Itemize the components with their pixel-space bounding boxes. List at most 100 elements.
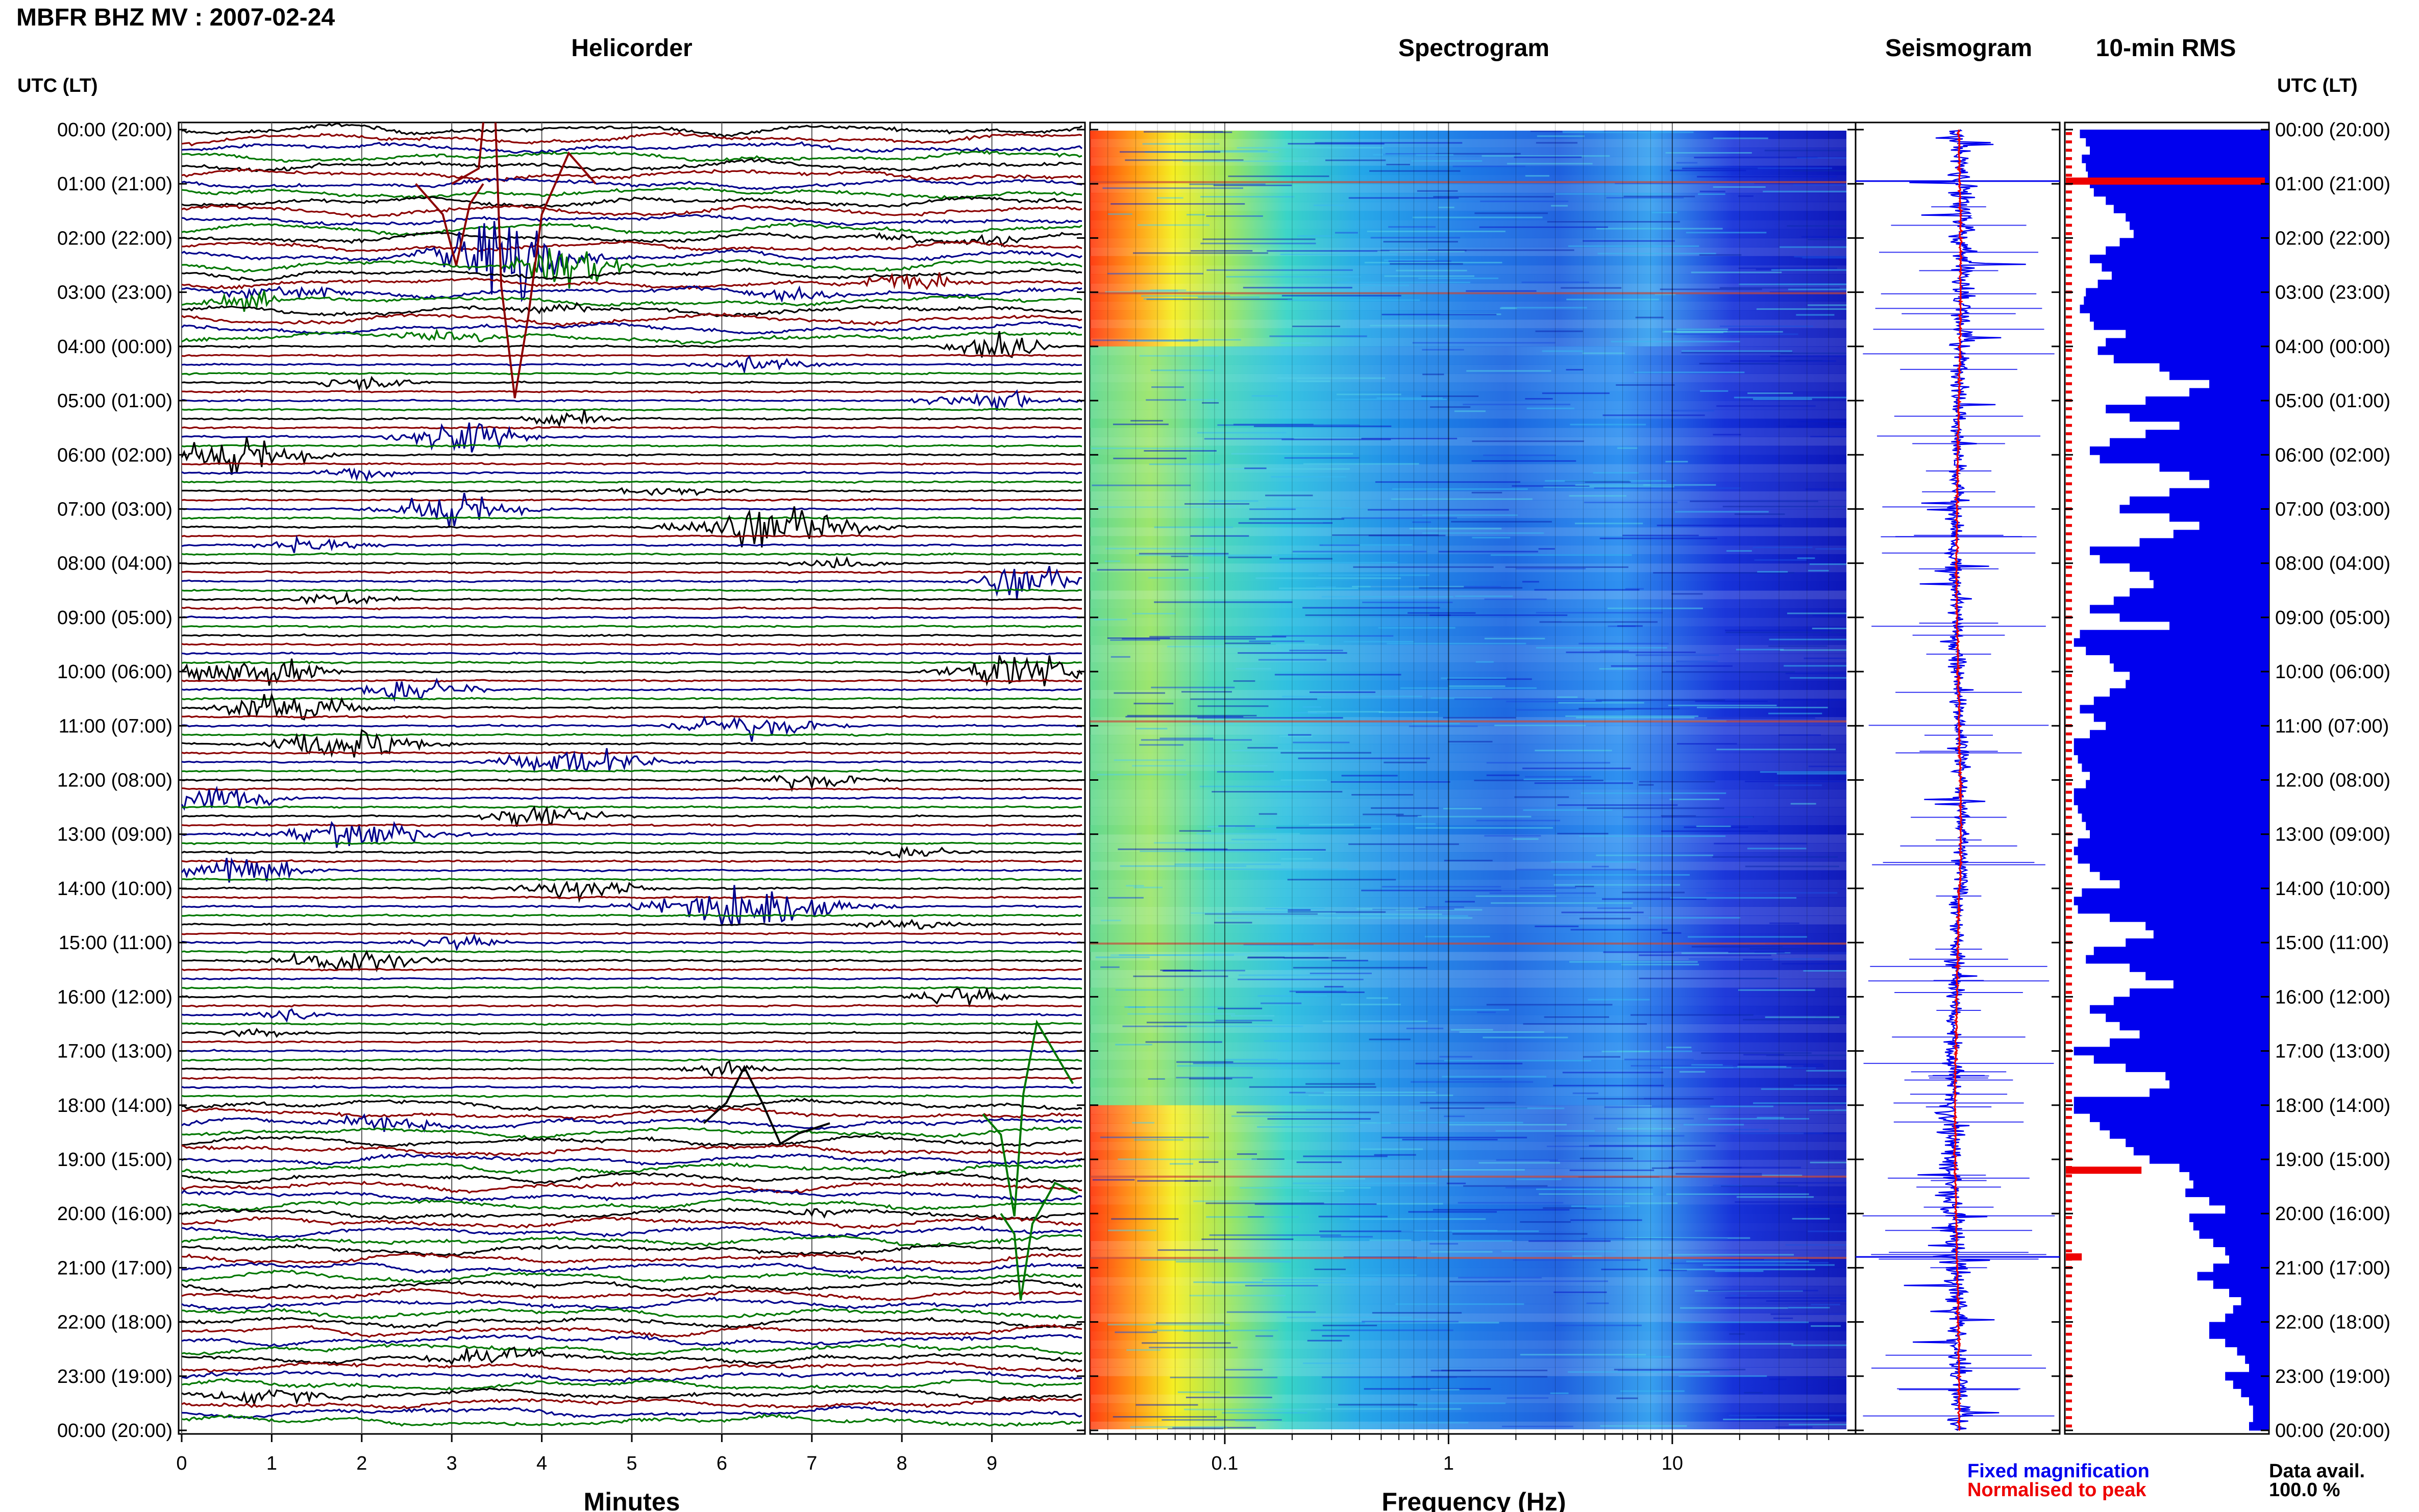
spectrogram-texture: [1574, 523, 1643, 525]
spectrogram-texture: [1132, 1122, 1154, 1124]
spectrogram-texture: [1595, 699, 1725, 701]
spectrogram-texture: [1215, 1020, 1273, 1022]
spectrogram-texture: [1507, 163, 1593, 165]
spectrogram-texture: [1558, 702, 1644, 704]
rms-bar: [2078, 838, 2269, 847]
spectrogram-texture: [1505, 1186, 1653, 1188]
spectrogram-texture: [1583, 240, 1675, 242]
spectrogram-texture: [1805, 488, 1846, 490]
rms-bar: [2130, 588, 2269, 597]
spectrogram-texture: [1538, 548, 1555, 550]
spectrogram-texture: [1537, 135, 1585, 137]
spectrogram-texture: [1670, 1262, 1786, 1265]
rms-bar: [2145, 396, 2269, 405]
helicorder-trace: [181, 615, 1082, 619]
spectrogram-texture: [1430, 1251, 1493, 1253]
spectrogram-event-streak: [1090, 292, 1846, 294]
spectrogram-texture: [1757, 571, 1788, 573]
spectrogram-texture: [1322, 1335, 1350, 1337]
rms-peak-mark: [2066, 374, 2072, 377]
spectrogram-row: [1090, 699, 1846, 708]
spectrogram-texture: [1217, 424, 1360, 426]
rms-peak-mark: [2066, 390, 2072, 394]
minute-tick-label: 1: [266, 1453, 277, 1474]
spectrogram-row: [1090, 987, 1846, 997]
spectrogram-row: [1090, 888, 1846, 898]
helicorder-trace: [181, 467, 1082, 482]
rms-bar: [2133, 230, 2269, 238]
spectrogram-texture: [1120, 151, 1221, 153]
spectrogram-texture: [1302, 607, 1440, 609]
rms-bar: [2133, 1147, 2269, 1156]
spectrogram-texture: [1335, 399, 1447, 401]
rms-bar: [2159, 463, 2269, 472]
helicorder-trace: [181, 678, 1082, 683]
spectrogram-texture: [1308, 1095, 1453, 1096]
rms-bar: [2189, 471, 2269, 480]
helicorder-trace: [181, 949, 1082, 954]
spectrogram-texture: [1122, 638, 1256, 640]
spectrogram-texture: [1337, 917, 1473, 919]
rms-bar: [2093, 1055, 2269, 1064]
spectrogram-texture: [1463, 1185, 1548, 1187]
rms-bar: [2245, 1355, 2269, 1364]
rms-bar: [2086, 163, 2269, 172]
spectrogram-row: [1090, 680, 1846, 690]
spectrogram-texture: [1575, 484, 1651, 486]
spectrogram-texture: [1303, 463, 1419, 465]
spectrogram-texture: [1444, 1060, 1591, 1061]
frequency-tick-label: 0.1: [1212, 1453, 1239, 1474]
spectrogram-texture: [1204, 869, 1348, 870]
spectrogram-row: [1090, 1141, 1846, 1151]
spectrogram-texture: [1395, 1303, 1524, 1305]
spectrogram-texture: [1237, 1153, 1257, 1155]
spectrogram-row: [1090, 1060, 1846, 1070]
spectrogram-texture: [1675, 511, 1769, 513]
rms-peak-mark: [2066, 440, 2072, 444]
spectrogram-texture: [1255, 1335, 1273, 1337]
rms-peak-mark: [2066, 1174, 2072, 1178]
spectrogram-row: [1090, 960, 1846, 970]
rms-bar: [2145, 922, 2269, 931]
spectrogram-texture: [1810, 1161, 1846, 1163]
spectrogram-texture: [1115, 1331, 1157, 1333]
spectrogram-texture: [1665, 461, 1688, 463]
rms-bar: [2225, 1247, 2269, 1256]
rms-peak-mark: [2066, 1299, 2072, 1303]
spectrogram-texture: [1569, 1169, 1655, 1171]
spectrogram-texture: [1815, 548, 1846, 550]
rms-peak-mark: [2066, 490, 2072, 494]
rms-peak-mark: [2066, 1024, 2072, 1027]
spectrogram-texture: [1371, 807, 1439, 809]
rms-peak-mark: [2066, 332, 2072, 335]
rms-bar: [2082, 813, 2269, 822]
spectrogram-texture: [1115, 989, 1184, 991]
spectrogram-texture: [1330, 781, 1450, 783]
spectrogram-texture: [1770, 1313, 1846, 1315]
rms-bar: [2110, 688, 2269, 697]
spectrogram-texture: [1257, 1126, 1356, 1128]
spectrogram-title: Spectrogram: [1398, 35, 1549, 62]
spectrogram-texture: [1699, 254, 1742, 256]
rms-bar: [2074, 847, 2269, 855]
hour-label-right: 01:00 (21:00): [2275, 173, 2390, 195]
helicorder-trace: [181, 1307, 1082, 1320]
spectrogram-texture: [1246, 828, 1382, 830]
rms-peak-mark: [2066, 515, 2072, 519]
spectrogram-texture: [1118, 848, 1228, 850]
spectrogram-texture: [1542, 392, 1610, 394]
spectrogram-texture: [1366, 997, 1388, 999]
spectrogram-row: [1090, 138, 1846, 148]
spectrogram-texture: [1133, 886, 1163, 888]
spectrogram-texture: [1734, 513, 1785, 515]
spectrogram-texture: [1420, 1102, 1516, 1104]
spectrogram-texture: [1780, 649, 1846, 651]
rms-bar: [2145, 430, 2269, 438]
rms-bar: [2078, 855, 2269, 864]
spectrogram-texture: [1411, 160, 1483, 162]
spectrogram-texture: [1092, 1179, 1135, 1181]
spectrogram-texture: [1568, 1371, 1710, 1373]
spectrogram-texture: [1742, 958, 1773, 960]
spectrogram-texture: [1363, 813, 1404, 815]
hour-label-left: 21:00 (17:00): [57, 1257, 172, 1279]
